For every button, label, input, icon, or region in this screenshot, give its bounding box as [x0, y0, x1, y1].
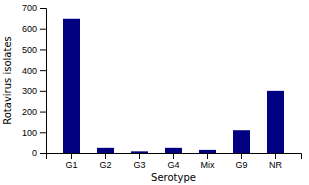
x-axis-title: Serotype [151, 172, 196, 183]
tick-mark [40, 70, 46, 71]
tick-label: G1 [65, 160, 77, 170]
tick-mark [173, 153, 174, 159]
tick: 700 [22, 3, 46, 13]
tick-label: G3 [133, 160, 145, 170]
tick: 100 [22, 128, 46, 138]
tick-mark [139, 153, 140, 159]
tick: 300 [22, 86, 46, 96]
tick-mark [40, 112, 46, 113]
chart: G1 G2 G3 G4 Mix G9 NR 0 100 200 300 400 500 600 700 Ser… [0, 0, 309, 185]
tick-label: 600 [22, 24, 37, 34]
tick: G3 [133, 153, 145, 170]
tick: G2 [99, 153, 111, 170]
tick-mark [241, 153, 242, 159]
tick-mark [105, 153, 106, 159]
bar [63, 19, 80, 153]
tick-label: 200 [22, 107, 37, 117]
tick: G4 [167, 153, 179, 170]
y-axis: 0 100 200 300 400 500 600 700 [22, 3, 47, 158]
tick-mark [40, 153, 46, 154]
tick-mark [40, 29, 46, 30]
tick: 600 [22, 24, 46, 34]
bars [63, 19, 284, 153]
tick: NR [269, 153, 282, 170]
tick-label: 400 [22, 66, 37, 76]
tick-mark [40, 132, 46, 133]
tick-label: G2 [99, 160, 111, 170]
plot: G1 G2 G3 G4 Mix G9 NR 0 100 200 300 400 500 600 700 [22, 3, 302, 170]
tick-label: 0 [32, 148, 37, 158]
x-axis: G1 G2 G3 G4 Mix G9 NR [47, 153, 302, 170]
tick: 200 [22, 107, 46, 117]
tick: 500 [22, 45, 46, 55]
bar [165, 148, 182, 153]
tick-mark [275, 153, 276, 159]
tick-label: G9 [235, 160, 247, 170]
tick-label: 300 [22, 86, 37, 96]
tick-mark [40, 8, 46, 9]
tick-label: Mix [201, 160, 215, 170]
tick-mark [207, 153, 208, 159]
tick-label: 100 [22, 128, 37, 138]
tick: Mix [201, 153, 215, 170]
tick: 0 [32, 148, 46, 158]
tick-label: 700 [22, 3, 37, 13]
y-axis-title: Rotavirus isolates [2, 36, 13, 125]
tick-mark [40, 49, 46, 50]
bar [131, 151, 148, 153]
tick-label: G4 [167, 160, 179, 170]
tick: G1 [65, 153, 77, 170]
axis-line [47, 154, 302, 160]
tick: G9 [235, 153, 247, 170]
bar [199, 150, 216, 153]
axis-line [40, 9, 47, 154]
tick: 400 [22, 66, 46, 76]
bar [233, 130, 250, 153]
bar [267, 91, 284, 153]
tick-mark [40, 91, 46, 92]
bar [97, 148, 114, 153]
tick-label: 500 [22, 45, 37, 55]
tick-label: NR [269, 160, 282, 170]
tick-mark [71, 153, 72, 159]
